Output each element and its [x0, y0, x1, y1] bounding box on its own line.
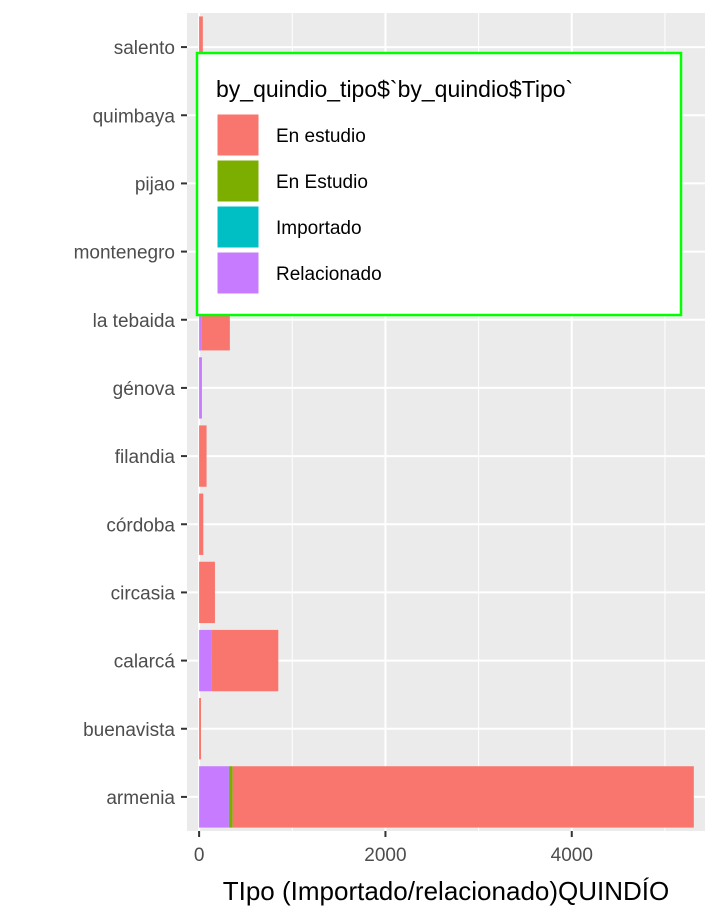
legend-key	[216, 205, 260, 249]
legend-label: En Estudio	[276, 172, 368, 193]
legend-key	[216, 251, 260, 295]
y-tick-label: montenegro	[74, 243, 175, 264]
bar-la-tebaida-relacionado	[199, 289, 202, 351]
legend-box	[195, 51, 683, 317]
y-tick-label: circasia	[111, 583, 176, 604]
bar-córdoba-en-estudio	[199, 493, 204, 555]
x-tick-label: 4000	[551, 845, 593, 866]
y-axis: armenia buenavista calarcá circasia córdoba f…	[74, 38, 187, 809]
legend-key	[216, 159, 260, 203]
bar-salento-en-estudio	[199, 16, 203, 78]
legend-key	[216, 113, 260, 157]
bar-calarcá-en-estudio	[211, 629, 279, 692]
legend-items: En estudio En Estudio Importado Relacionado	[216, 113, 382, 295]
legend-label: Importado	[276, 218, 362, 239]
bar-circasia-en-estudio	[199, 561, 215, 624]
bar-armenia-en-estudio	[229, 766, 233, 828]
bar-calarcá-relacionado	[199, 629, 212, 692]
bar-génova-relacionado	[199, 357, 202, 419]
bar-génova-en-estudio	[201, 357, 202, 419]
y-tick-label: calarcá	[114, 652, 176, 673]
bar-armenia-en-estudio	[232, 766, 694, 828]
y-tick-label: armenia	[106, 788, 175, 809]
legend-label: En estudio	[276, 126, 366, 147]
bar-filandia-en-estudio	[199, 425, 207, 487]
y-tick-label: pijao	[135, 174, 175, 195]
x-axis: 0 2000 4000	[194, 831, 593, 866]
bar-armenia-importado	[228, 766, 230, 828]
y-tick-label: buenavista	[83, 720, 175, 741]
y-tick-label: córdoba	[106, 515, 175, 536]
y-tick-label: génova	[113, 379, 176, 400]
bars	[199, 16, 694, 828]
y-tick-label: filandia	[115, 447, 176, 468]
legend-title: by_quindio_tipo$`by_quindio$Tipo`	[216, 76, 573, 102]
legend: by_quindio_tipo$`by_quindio$Tipo` En est…	[195, 51, 683, 317]
x-axis-title: TIpo (Importado/relacionado)QUINDÍO	[223, 876, 670, 906]
y-tick-label: la tebaida	[93, 311, 176, 332]
x-tick-label: 2000	[364, 845, 406, 866]
y-tick-label: salento	[114, 38, 175, 59]
y-tick-label: quimbaya	[93, 106, 176, 127]
bar-armenia-relacionado	[199, 766, 229, 828]
legend-label: Relacionado	[276, 264, 382, 285]
x-tick-label: 0	[194, 845, 205, 866]
bar-buenavista-en-estudio	[199, 698, 201, 760]
